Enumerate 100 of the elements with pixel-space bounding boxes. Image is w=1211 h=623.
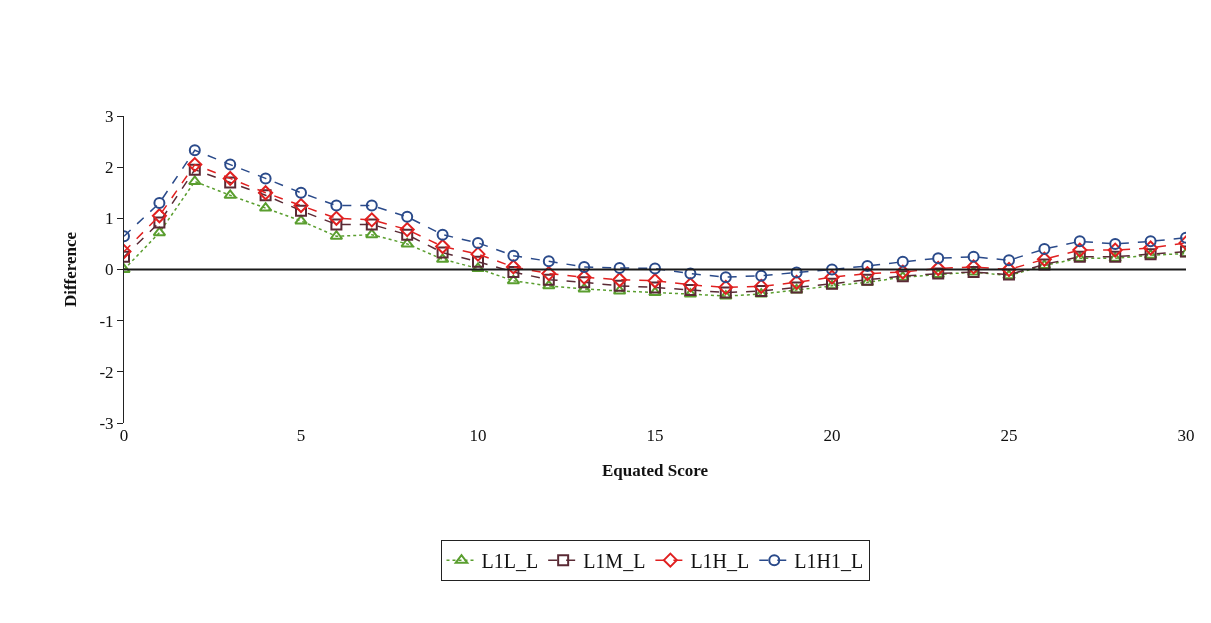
point (1107, 242, 1123, 258)
x-tick-label: 15 (646, 426, 664, 445)
point (472, 255, 484, 268)
y-axis-title: Difference (60, 231, 80, 308)
point (365, 218, 378, 231)
point (859, 266, 875, 282)
point (1003, 254, 1015, 267)
point (188, 163, 201, 176)
x-axis-title: Equated Score (602, 461, 709, 481)
point (365, 199, 378, 212)
point (295, 204, 307, 217)
point (613, 279, 626, 292)
point (1109, 237, 1122, 250)
point (1144, 235, 1157, 248)
point (294, 214, 308, 225)
x-tick-label: 0 (119, 426, 129, 445)
point (542, 279, 556, 290)
point (505, 259, 521, 275)
point (542, 255, 555, 268)
point (1072, 242, 1088, 258)
point (506, 274, 521, 285)
point (436, 228, 449, 241)
point (400, 237, 414, 248)
point (153, 216, 166, 229)
point (577, 282, 591, 293)
point (790, 266, 803, 279)
point (1036, 251, 1052, 267)
point (576, 269, 592, 285)
point (187, 157, 203, 173)
point (399, 222, 415, 238)
point (648, 286, 662, 297)
point (153, 196, 166, 209)
point (861, 259, 874, 272)
point (826, 263, 838, 276)
y-tick-label: -1 (99, 311, 114, 331)
point (1038, 243, 1051, 256)
point (824, 269, 840, 285)
point (222, 170, 238, 186)
y-tick-label: -3 (99, 413, 114, 433)
point (188, 144, 201, 157)
point (435, 238, 451, 254)
point (401, 228, 414, 241)
point (328, 210, 344, 226)
point (330, 218, 343, 231)
point (930, 260, 946, 276)
point (719, 290, 733, 300)
point (612, 284, 627, 295)
point (365, 228, 379, 239)
point (932, 252, 945, 265)
legend-label: L1H_L (690, 549, 750, 572)
legend-label: L1M_L (583, 549, 646, 572)
point (684, 283, 697, 296)
point (295, 186, 307, 199)
y-tick-label: 0 (105, 260, 114, 280)
point (1073, 235, 1086, 248)
point (507, 249, 520, 262)
point (718, 279, 734, 295)
point (967, 250, 980, 263)
point (1001, 262, 1017, 277)
y-tick-label: -2 (99, 362, 114, 382)
legend-label: L1L_L (481, 549, 539, 572)
point (542, 273, 555, 286)
point (578, 276, 591, 289)
point (966, 259, 982, 275)
point (472, 236, 484, 249)
point (649, 262, 661, 275)
x-tick-label: 10 (469, 426, 487, 445)
point (152, 226, 167, 237)
point (895, 264, 911, 280)
point (471, 262, 485, 272)
point (896, 255, 909, 268)
point (436, 246, 449, 259)
point (470, 246, 486, 262)
point (259, 189, 272, 202)
point (224, 158, 237, 171)
x-tick-label: 20 (823, 426, 841, 445)
y-tick-label: 3 (105, 106, 114, 126)
x-tick-label: 30 (1177, 426, 1195, 445)
y-tick-label: 1 (105, 209, 114, 229)
point (578, 260, 591, 273)
point (507, 266, 520, 279)
point (293, 198, 309, 214)
point (258, 185, 274, 201)
point (753, 278, 769, 294)
point (612, 272, 628, 288)
legend-label: L1H1_L (794, 549, 864, 572)
point (541, 266, 557, 282)
point (755, 269, 768, 282)
point (188, 175, 202, 185)
point (330, 199, 343, 212)
point (719, 271, 732, 284)
point (649, 281, 661, 294)
y-tick-label: 2 (105, 158, 114, 178)
point (613, 261, 626, 274)
point (364, 212, 380, 228)
x-tick-label: 5 (296, 426, 306, 445)
point (259, 172, 272, 185)
point (224, 176, 237, 189)
point (1143, 240, 1159, 256)
point (401, 210, 414, 223)
